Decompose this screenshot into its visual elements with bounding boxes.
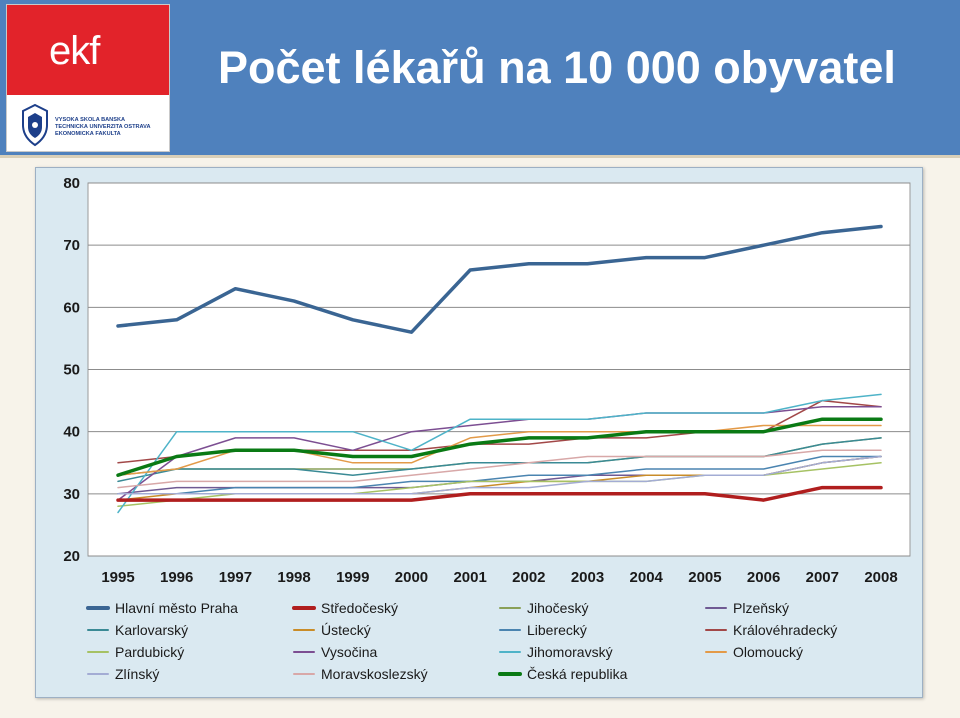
legend-label: Olomoucký: [733, 644, 803, 660]
x-tick-label: 2008: [864, 569, 897, 586]
university-line-1: VYSOKÁ ŠKOLA BÁŇSKÁ: [55, 117, 126, 123]
header-separator: [0, 155, 960, 158]
series-line: [116, 224, 883, 334]
series-line: [117, 455, 882, 495]
series-line: [117, 455, 882, 495]
y-tick-label: 50: [63, 362, 80, 379]
x-tick-label: 1997: [219, 569, 252, 586]
x-tick-label: 1996: [160, 569, 193, 586]
x-tick-label: 2002: [512, 569, 545, 586]
x-tick-label: 2006: [747, 569, 780, 586]
series-line: [116, 485, 883, 502]
x-tick-label: 1998: [277, 569, 310, 586]
line-chart: 20 30 40 50 60 70 80 1995 1996 1997 1998 1999 2000 20…: [63, 175, 911, 682]
x-tick-label: 2003: [571, 569, 604, 586]
series-line: [117, 393, 882, 514]
logo-mark: ekf: [49, 29, 100, 73]
legend-label: Moravskoslezský: [321, 666, 428, 682]
legend-label: Liberecký: [527, 622, 587, 638]
x-tick-label: 2000: [395, 569, 428, 586]
logo-red-panel: ekf: [7, 5, 169, 95]
page-title: Počet lékařů na 10 000 obyvatel: [218, 42, 896, 93]
y-tick-label: 60: [63, 299, 80, 316]
legend-label: Česká republika: [527, 666, 628, 682]
chart-frame: 20 30 40 50 60 70 80 1995 1996 1997 1998 1999 2000 20…: [35, 167, 923, 698]
y-tick-label: 30: [63, 486, 80, 503]
legend-label: Zlínský: [115, 666, 159, 682]
legend-label: Ústecký: [321, 622, 371, 638]
university-line-2: TECHNICKÁ UNIVERZITA OSTRAVA: [55, 124, 151, 130]
y-tick-label: 20: [63, 548, 80, 565]
x-tick-label: 2005: [688, 569, 721, 586]
x-tick-label: 1999: [336, 569, 369, 586]
legend-label: Karlovarský: [115, 622, 188, 638]
university-name: VYSOKÁ ŠKOLA BÁŇSKÁ TECHNICKÁ UNIVERZITA…: [55, 117, 167, 138]
legend-label: Středočeský: [321, 600, 398, 616]
x-tick-label: 1995: [101, 569, 134, 586]
y-tick-label: 70: [63, 237, 80, 254]
x-tick-label: 2007: [806, 569, 839, 586]
x-tick-label: 2004: [630, 569, 664, 586]
series-line: [117, 449, 882, 489]
university-line-3: EKONOMICKÁ FAKULTA: [55, 131, 121, 137]
legend-label: Jihočeský: [527, 600, 588, 616]
header-bar: ekf VYSOKÁ ŠKOLA BÁŇSKÁ TECHNICKÁ UNIVER…: [0, 0, 960, 155]
legend-label: Hlavní město Praha: [115, 600, 238, 616]
y-tick-label: 80: [63, 175, 80, 192]
legend-label: Královéhradecký: [733, 622, 837, 638]
university-crest-icon: [19, 103, 51, 152]
legend-label: Jihomoravský: [527, 644, 613, 660]
x-tick-label: 2001: [453, 569, 486, 586]
faculty-logo: ekf VYSOKÁ ŠKOLA BÁŇSKÁ TECHNICKÁ UNIVER…: [6, 4, 170, 152]
y-tick-label: 40: [63, 424, 80, 441]
series-line: [116, 417, 883, 477]
legend-label: Vysočina: [321, 644, 378, 660]
legend-label: Pardubický: [115, 644, 184, 660]
legend-label: Plzeňský: [733, 600, 789, 616]
